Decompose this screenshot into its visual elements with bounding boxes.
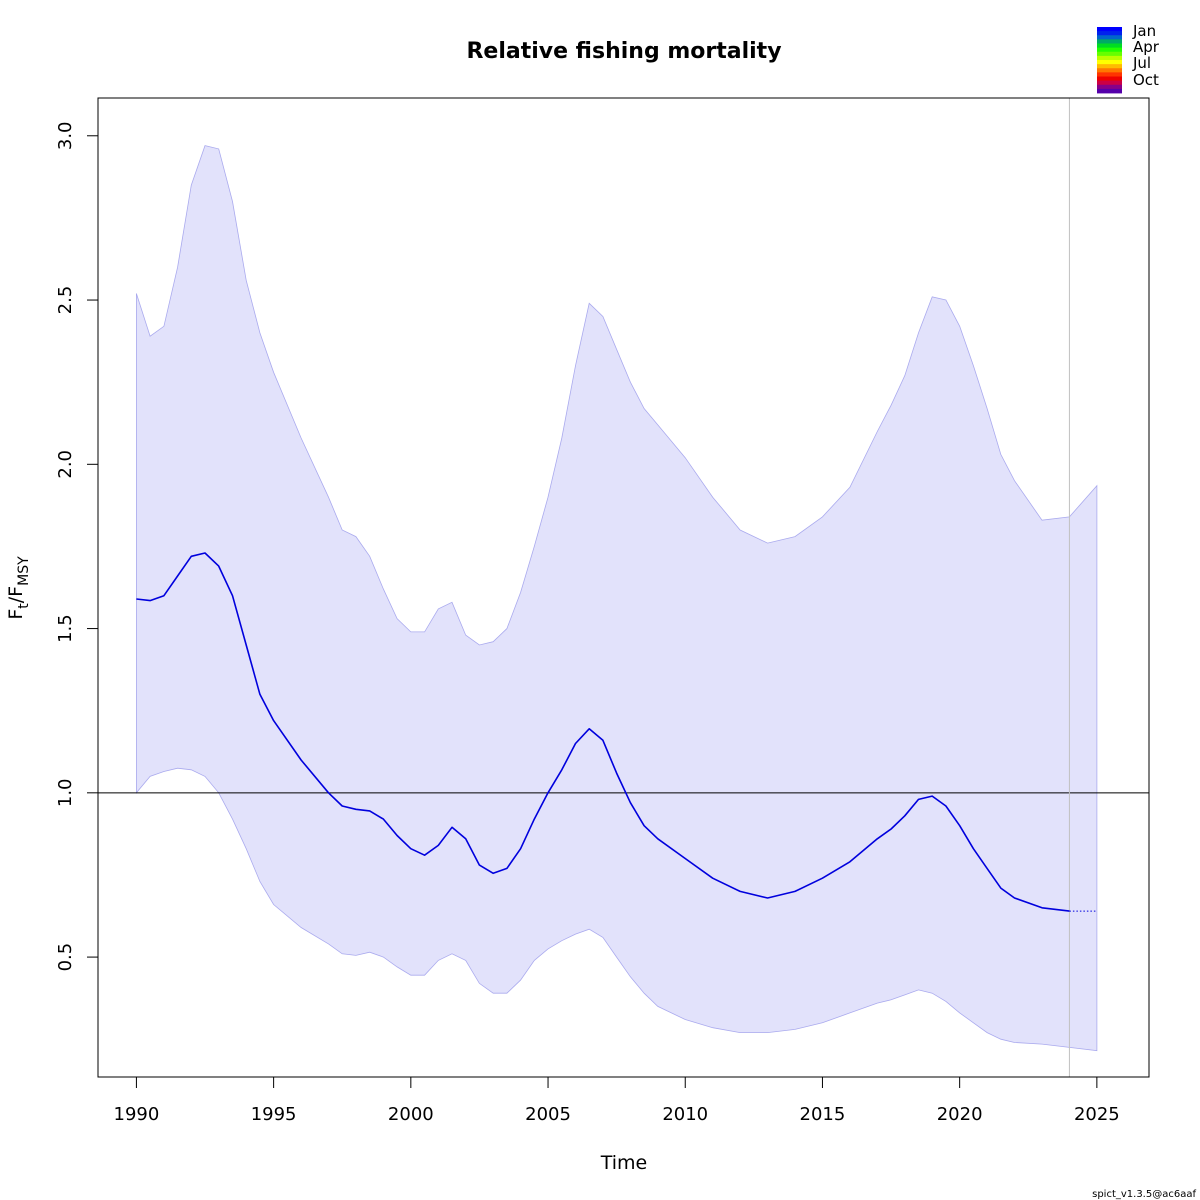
y-tick-label: 1.5 <box>55 614 76 643</box>
x-tick-label: 2015 <box>800 1104 846 1125</box>
x-tick-label: 1995 <box>251 1104 297 1125</box>
plot-area <box>98 98 1149 1077</box>
x-axis: 1990 1995 2000 2005 2010 2015 2020 2025 <box>114 1076 1120 1125</box>
legend-label: Jan <box>1132 22 1156 40</box>
legend-label: Jul <box>1132 54 1151 72</box>
legend-swatch <box>1097 43 1122 49</box>
chart-title: Relative fishing mortality <box>466 39 781 64</box>
legend-swatch <box>1097 39 1122 44</box>
legend-swatch <box>1097 84 1122 90</box>
legend-swatch <box>1097 80 1122 86</box>
y-tick-label: 0.5 <box>55 943 76 972</box>
legend-swatch <box>1097 35 1122 40</box>
version-footer: spict_v1.3.5@ac6aaf <box>1092 1189 1196 1200</box>
y-tick-label: 3.0 <box>55 121 76 150</box>
y-axis-label: Ft/FMSY <box>5 556 32 620</box>
confidence-band <box>136 145 1098 1052</box>
legend-swatch <box>1097 60 1122 65</box>
legend-swatch <box>1097 51 1122 57</box>
legend-swatch <box>1097 88 1122 94</box>
x-axis-label: Time <box>600 1152 648 1174</box>
y-tick-label: 1.0 <box>55 778 76 807</box>
x-tick-label: 1990 <box>114 1104 160 1125</box>
legend-swatch <box>1097 31 1122 36</box>
legend-label: Apr <box>1133 38 1160 56</box>
legend-swatch <box>1097 68 1122 73</box>
y-tick-label: 2.0 <box>55 450 76 479</box>
legend-swatch <box>1097 55 1122 61</box>
legend-swatch <box>1097 27 1122 32</box>
x-tick-label: 2020 <box>937 1104 983 1125</box>
legend-swatch <box>1097 76 1122 82</box>
x-tick-label: 2025 <box>1074 1104 1120 1125</box>
estimate-line <box>136 552 1070 912</box>
y-tick-label: 2.5 <box>55 286 76 315</box>
legend-swatch <box>1097 72 1122 77</box>
x-tick-label: 2000 <box>388 1104 434 1125</box>
x-tick-label: 2010 <box>662 1104 708 1125</box>
y-axis: 0.5 1.0 1.5 2.0 2.5 3.0 <box>55 121 99 972</box>
legend-swatch <box>1097 64 1122 69</box>
legend-swatch <box>1097 47 1122 53</box>
x-tick-label: 2005 <box>525 1104 571 1125</box>
legend-label: Oct <box>1133 71 1159 89</box>
